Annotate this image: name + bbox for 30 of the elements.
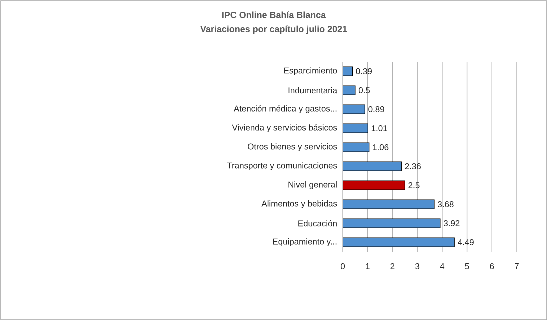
data-label: 0.5: [358, 88, 370, 94]
y-tick-label: Alimentos y bebidas: [262, 200, 338, 208]
data-label: 1.01: [372, 126, 388, 132]
x-tick-label: 6: [490, 264, 494, 270]
x-tick-label: 2: [390, 264, 395, 270]
y-tick-label: Equipamiento y...: [273, 238, 337, 246]
y-tick-label: Vivienda y servicios básicos: [232, 124, 338, 132]
x-tick-label: 3: [416, 264, 420, 270]
x-tick-label: 1: [366, 264, 370, 270]
data-label: 1.06: [373, 144, 389, 150]
y-tick-label: Atención médica y gastos...: [234, 106, 337, 114]
data-label: 4.49: [458, 240, 474, 246]
data-label: 0.89: [368, 106, 384, 112]
data-label: 3.68: [438, 202, 454, 208]
x-tick-label: 4: [440, 264, 445, 270]
x-tick-label: 0: [340, 264, 346, 270]
x-tick-label: 7: [515, 264, 519, 270]
data-label: 3.92: [444, 220, 460, 226]
y-tick-label: Educación: [298, 220, 337, 227]
chart-title: IPC Online Bahía Blanca: [222, 12, 326, 18]
y-tick-label: Transporte y comunicaciones: [227, 162, 338, 170]
y-tick-label: Otros bienes y servicios: [248, 144, 338, 152]
x-tick-label: 5: [465, 264, 470, 270]
data-label: 0.39: [356, 68, 372, 74]
data-label: 2.36: [405, 164, 421, 170]
y-tick-label: Esparcimiento: [284, 68, 338, 76]
data-label: 2.5: [408, 182, 420, 188]
chart-subtitle: Variaciones por capítulo julio 2021: [200, 26, 348, 34]
y-tick-label: Nivel general: [288, 182, 337, 190]
y-tick-label: Indumentaria: [288, 87, 338, 94]
